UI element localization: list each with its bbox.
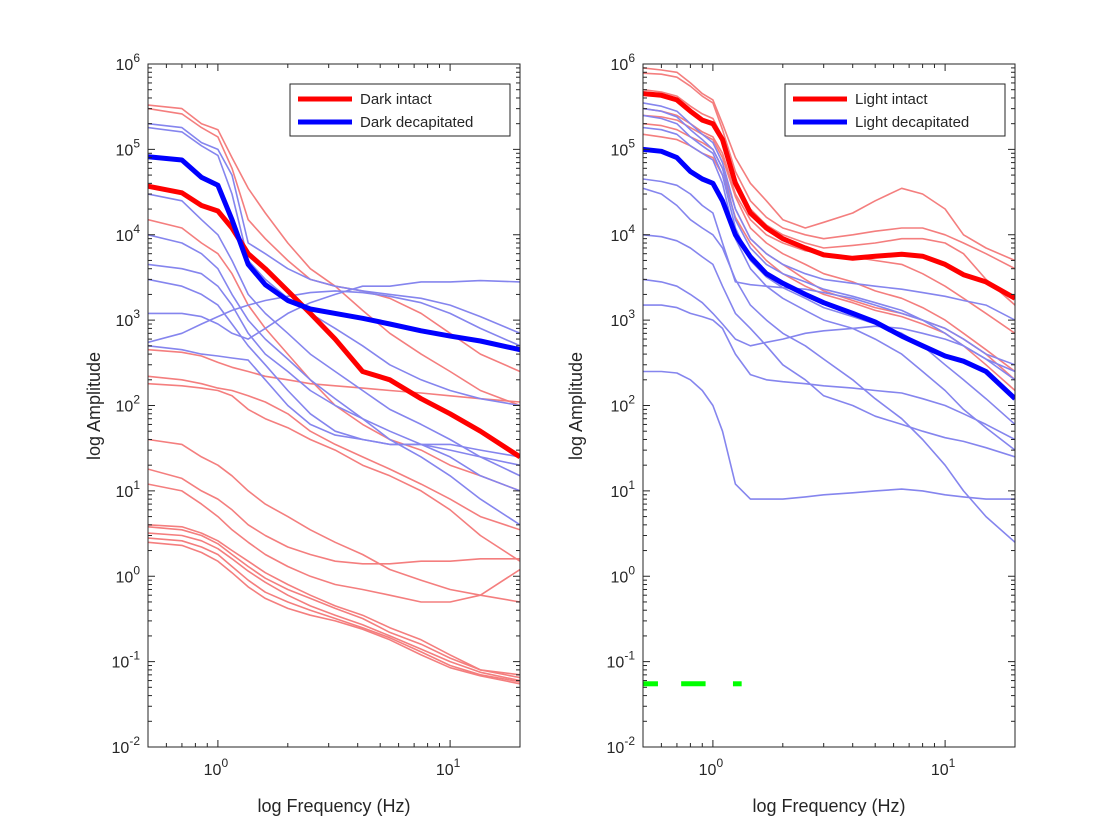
decapitated-trace-line	[148, 234, 520, 526]
legend-entry: Light intact	[855, 91, 928, 108]
legend: Light intact Light decapitated	[784, 83, 1006, 137]
y-tick-label: 105	[611, 136, 636, 159]
decapitated-trace-line	[643, 304, 1015, 441]
intact-trace-line	[148, 375, 520, 531]
x-axis-label: log Frequency (Hz)	[752, 796, 905, 816]
legend: Dark intact Dark decapitated	[289, 83, 511, 137]
x-tick-label: 101	[931, 756, 956, 779]
decapitated-trace-line	[643, 126, 1015, 451]
y-tick-label: 100	[611, 563, 636, 586]
decapitated-trace-line	[148, 345, 520, 458]
intact-trace-line	[643, 114, 1015, 373]
intact-trace-line	[148, 438, 520, 603]
intact-trace-line	[148, 537, 520, 683]
y-tick-label: 106	[611, 51, 636, 74]
legend-entry: Dark decapitated	[360, 114, 473, 131]
decapitated-trace-line	[643, 234, 1015, 458]
decapitated-trace-line	[148, 122, 520, 335]
y-tick-label: 10-2	[112, 734, 141, 757]
intact-trace-line	[643, 72, 1015, 270]
intact-trace-line	[148, 541, 520, 685]
x-tick-label: 100	[699, 756, 724, 779]
y-tick-label: 104	[116, 222, 141, 245]
y-tick-label: 105	[116, 136, 141, 159]
legend-entry: Light decapitated	[855, 114, 969, 131]
y-tick-label: 10-2	[607, 734, 636, 757]
intact-trace-line	[148, 526, 520, 676]
intact-trace-line	[148, 483, 520, 603]
decapitated-trace-line	[643, 187, 1015, 543]
legend-entry: Dark intact	[360, 91, 433, 108]
x-axis-label: log Frequency (Hz)	[257, 796, 410, 816]
intact-trace-line	[148, 532, 520, 682]
decapitated-trace-line	[643, 178, 1015, 366]
y-axis-label: log Amplitude	[566, 352, 586, 460]
legend-box	[784, 83, 1006, 137]
y-tick-label: 103	[611, 307, 636, 330]
y-tick-label: 106	[116, 51, 141, 74]
y-tick-label: 10-1	[607, 649, 636, 672]
intact-trace-line	[643, 67, 1015, 262]
intact-trace-line	[643, 88, 1015, 306]
y-tick-label: 101	[116, 478, 141, 501]
x-tick-label: 101	[436, 756, 461, 779]
decapitated-trace-line	[148, 263, 520, 492]
intact-trace-line	[148, 107, 520, 373]
intact-mean-line	[643, 91, 1015, 301]
y-tick-label: 103	[116, 307, 141, 330]
decapitated-trace-line	[148, 278, 520, 466]
decapitated-trace-line	[643, 107, 1015, 373]
y-tick-label: 101	[611, 478, 636, 501]
decapitated-mean-line	[643, 146, 1015, 401]
decapitated-trace-line	[148, 193, 520, 477]
decapitated-trace-line	[148, 290, 520, 347]
decapitated-trace-line	[643, 278, 1015, 381]
intact-trace-line	[148, 104, 520, 407]
intact-trace-line	[148, 218, 520, 492]
decapitated-trace-line	[643, 370, 1015, 500]
intact-trace-line	[148, 468, 520, 565]
data-layer	[643, 67, 1015, 687]
data-layer	[148, 104, 520, 685]
y-tick-label: 102	[611, 393, 636, 416]
decapitated-trace-line	[643, 102, 1015, 321]
left-panel: log Amplitude log Frequency (Hz) 10-2 10-…	[84, 51, 521, 816]
y-tick-label: 102	[116, 393, 141, 416]
y-axis-label: log Amplitude	[84, 352, 104, 460]
legend-box	[289, 83, 511, 137]
decapitated-mean-line	[148, 154, 520, 353]
y-tick-label: 104	[611, 222, 636, 245]
intact-trace-line	[148, 524, 520, 679]
x-tick-label: 100	[204, 756, 229, 779]
intact-trace-line	[148, 382, 520, 562]
y-tick-label: 100	[116, 563, 141, 586]
y-tick-label: 10-1	[112, 649, 141, 672]
right-panel: log Amplitude log Frequency (Hz) 10-2 10-…	[566, 51, 1016, 816]
